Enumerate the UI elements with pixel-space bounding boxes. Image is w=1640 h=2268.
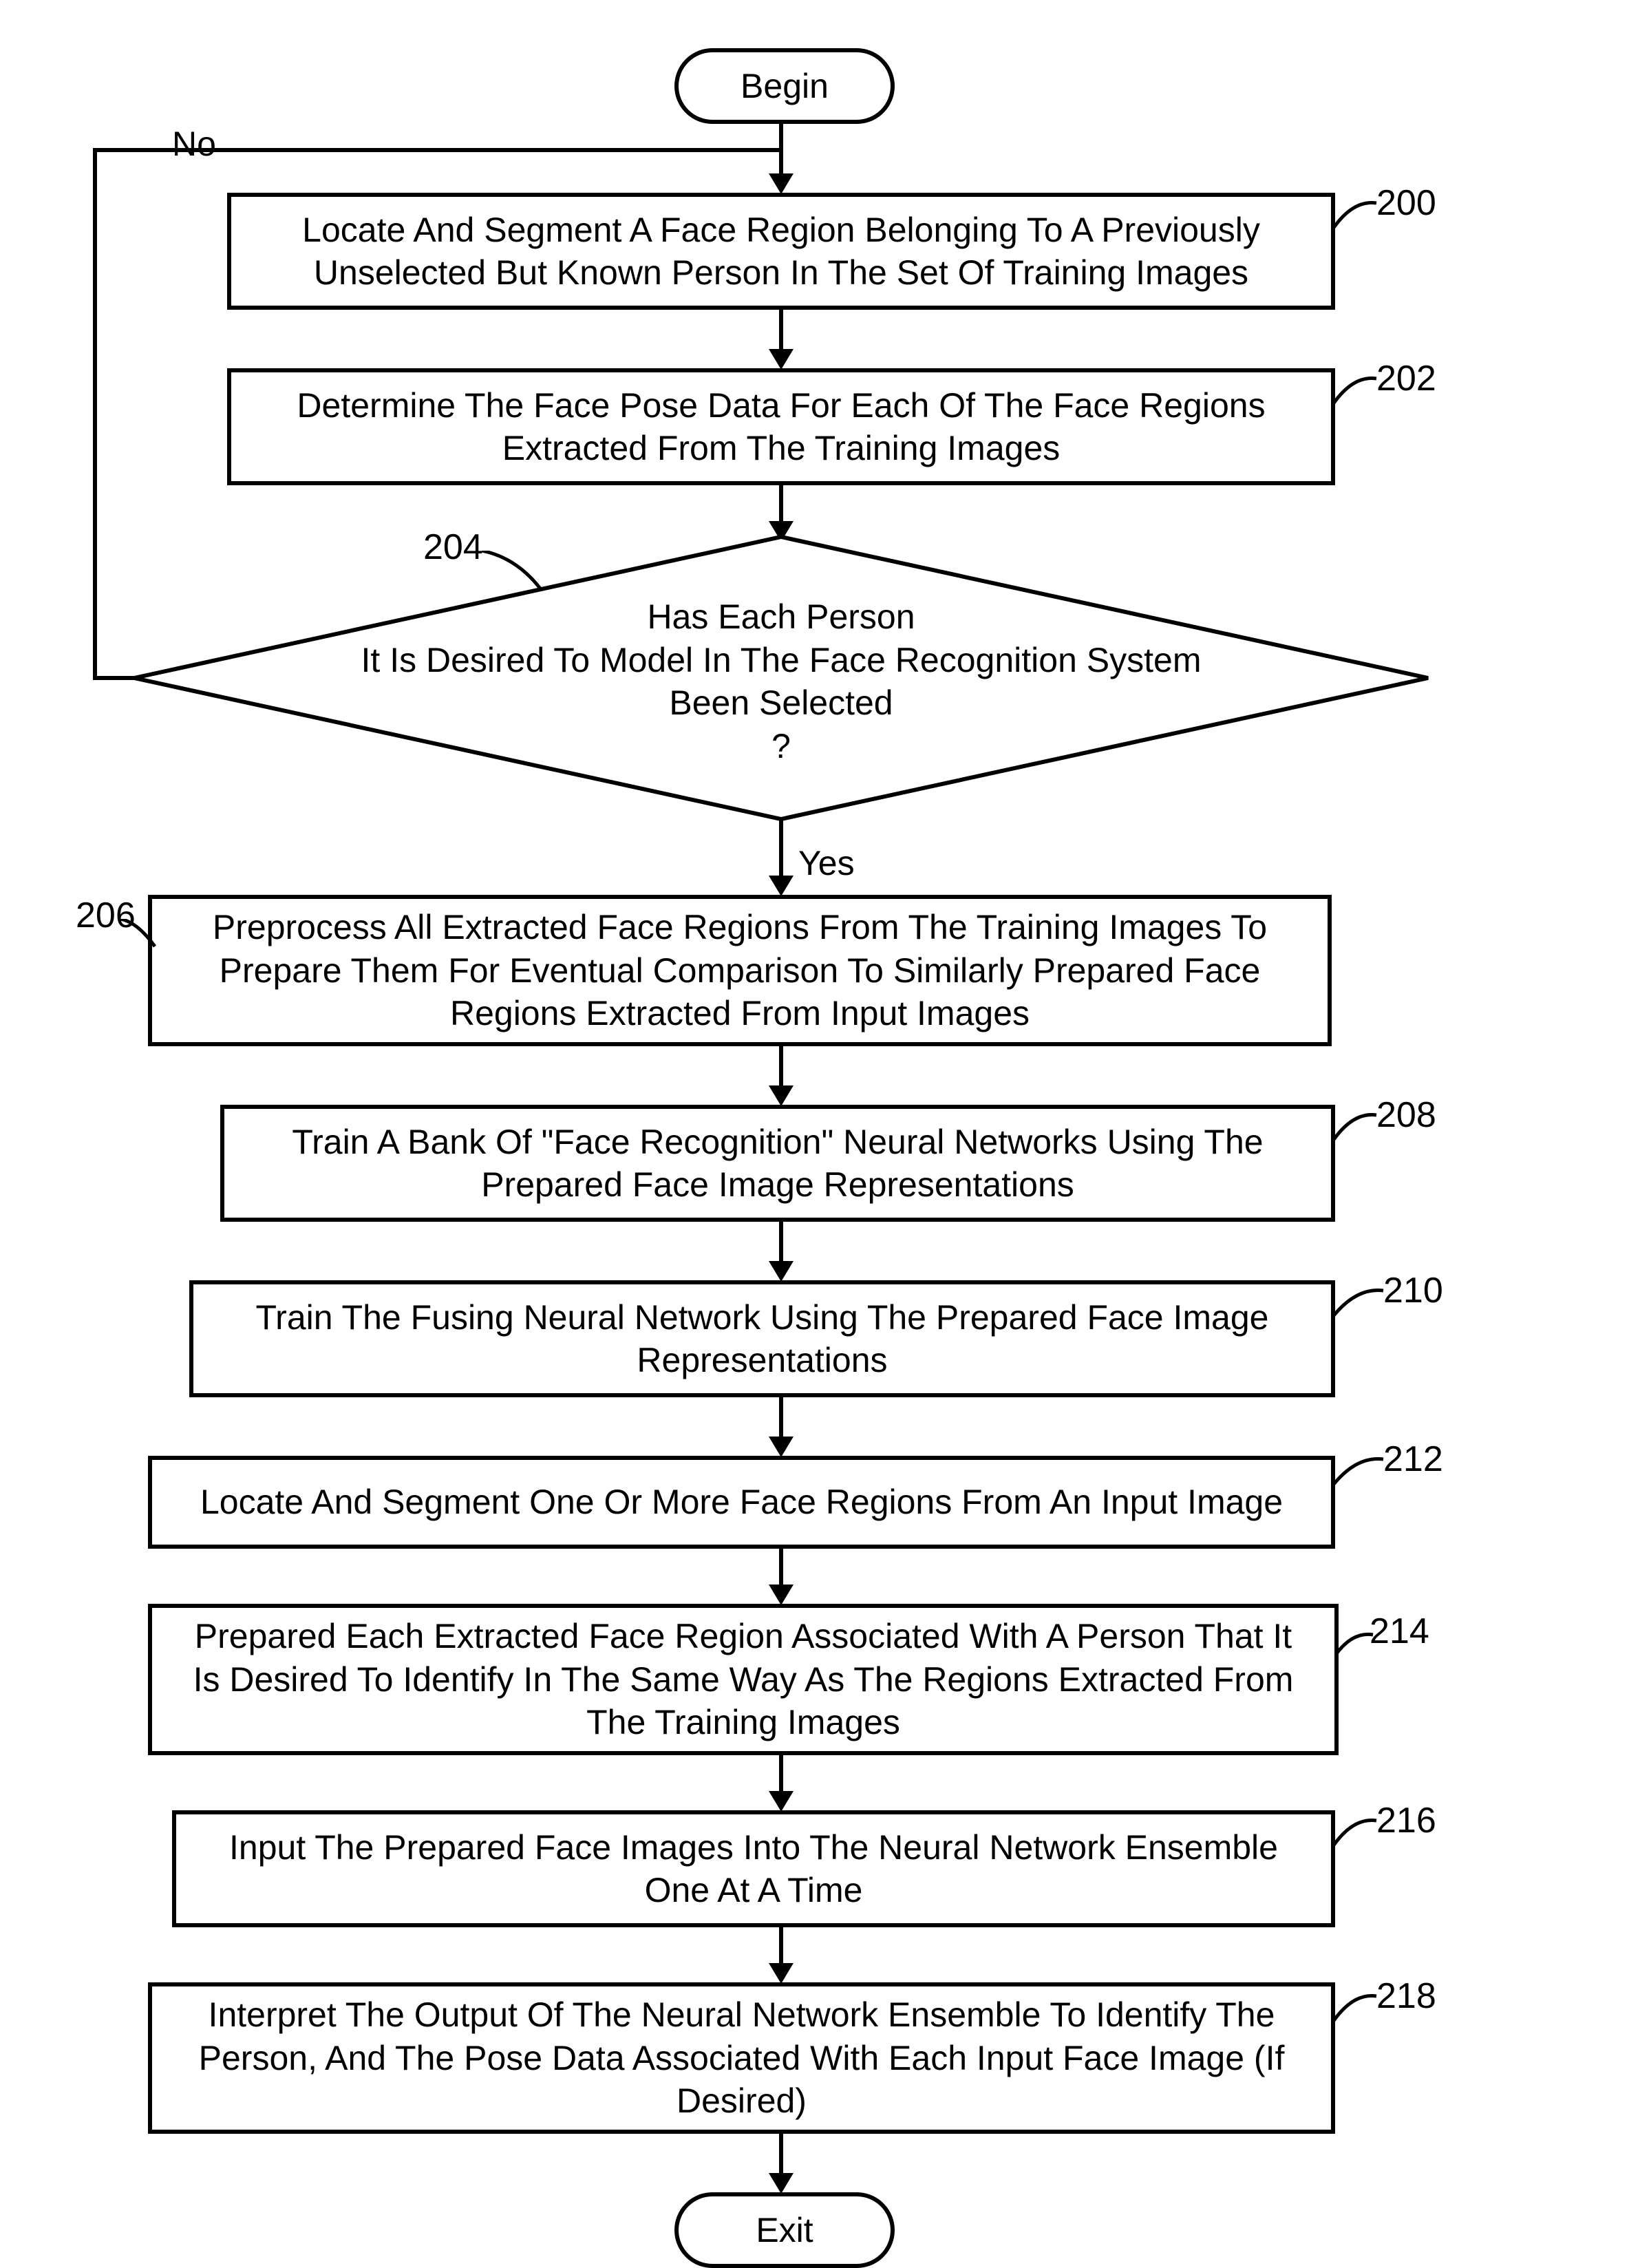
ref-214: 214 <box>1370 1611 1429 1652</box>
process-202: Determine The Face Pose Data For Each Of… <box>227 368 1335 485</box>
arrowhead <box>769 1585 794 1605</box>
edge <box>779 1397 783 1439</box>
edge-yes <box>779 819 783 878</box>
edge <box>779 1927 783 1965</box>
process-200: Locate And Segment A Face Region Belongi… <box>227 193 1335 310</box>
process-text: Train The Fusing Neural Network Using Th… <box>256 1296 1269 1382</box>
arrowhead <box>769 1085 794 1106</box>
ref-200: 200 <box>1376 182 1436 224</box>
process-212: Locate And Segment One Or More Face Regi… <box>148 1456 1335 1549</box>
leader-200 <box>1332 200 1380 234</box>
process-216: Input The Prepared Face Images Into The … <box>172 1810 1335 1927</box>
leader-216 <box>1332 1817 1380 1852</box>
edge-label-no: No <box>172 124 216 164</box>
leader-214 <box>1335 1631 1376 1659</box>
ref-218: 218 <box>1376 1975 1436 2017</box>
ref-202: 202 <box>1376 358 1436 399</box>
edge-label-yes: Yes <box>798 843 855 883</box>
edge <box>779 1549 783 1587</box>
edge <box>779 310 783 351</box>
arrowhead <box>769 1963 794 1984</box>
terminator-begin-label: Begin <box>741 66 829 106</box>
terminator-begin: Begin <box>674 48 895 124</box>
arrowhead <box>769 1261 794 1282</box>
process-text: Train A Bank Of "Face Recognition" Neura… <box>292 1121 1263 1207</box>
ref-210: 210 <box>1383 1270 1443 1311</box>
leader-218 <box>1332 1993 1380 2027</box>
edge-no <box>93 148 97 680</box>
decision-text: Has Each Person It Is Desired To Model I… <box>134 595 1428 767</box>
edge <box>779 1222 783 1263</box>
process-text: Locate And Segment One Or More Face Regi… <box>200 1481 1283 1524</box>
process-text: Interpret The Output Of The Neural Netwo… <box>199 1993 1285 2123</box>
leader-204 <box>482 551 544 592</box>
flowchart-canvas: Begin Locate And Segment A Face Region B… <box>0 0 1640 2181</box>
edge <box>779 1755 783 1793</box>
arrowhead <box>769 876 794 896</box>
process-text: Determine The Face Pose Data For Each Of… <box>297 384 1265 470</box>
process-206: Preprocess All Extracted Face Regions Fr… <box>148 895 1332 1046</box>
leader-202 <box>1332 375 1380 410</box>
process-text: Prepared Each Extracted Face Region Asso… <box>193 1615 1294 1744</box>
terminator-exit: Exit <box>674 2192 895 2268</box>
edge <box>779 2134 783 2175</box>
ref-204: 204 <box>423 527 483 568</box>
arrowhead <box>769 2173 794 2194</box>
arrowhead <box>769 1437 794 1457</box>
leader-212 <box>1332 1456 1387 1490</box>
arrowhead <box>769 173 794 194</box>
ref-212: 212 <box>1383 1439 1443 1480</box>
process-text: Locate And Segment A Face Region Belongi… <box>302 209 1260 295</box>
process-208: Train A Bank Of "Face Recognition" Neura… <box>220 1105 1335 1222</box>
process-text: Preprocess All Extracted Face Regions Fr… <box>213 906 1267 1035</box>
edge-no <box>93 676 134 680</box>
ref-216: 216 <box>1376 1800 1436 1841</box>
leader-210 <box>1332 1287 1387 1322</box>
terminator-exit-label: Exit <box>756 2210 813 2250</box>
ref-208: 208 <box>1376 1094 1436 1136</box>
leader-208 <box>1332 1112 1380 1146</box>
arrowhead <box>769 1791 794 1812</box>
edge <box>779 1046 783 1088</box>
process-text: Input The Prepared Face Images Into The … <box>229 1826 1278 1912</box>
arrowhead <box>769 349 794 370</box>
leader-206 <box>120 919 158 950</box>
edge <box>779 485 783 523</box>
process-210: Train The Fusing Neural Network Using Th… <box>189 1280 1335 1397</box>
process-214: Prepared Each Extracted Face Region Asso… <box>148 1604 1339 1755</box>
edge <box>779 124 783 176</box>
process-218: Interpret The Output Of The Neural Netwo… <box>148 1982 1335 2134</box>
